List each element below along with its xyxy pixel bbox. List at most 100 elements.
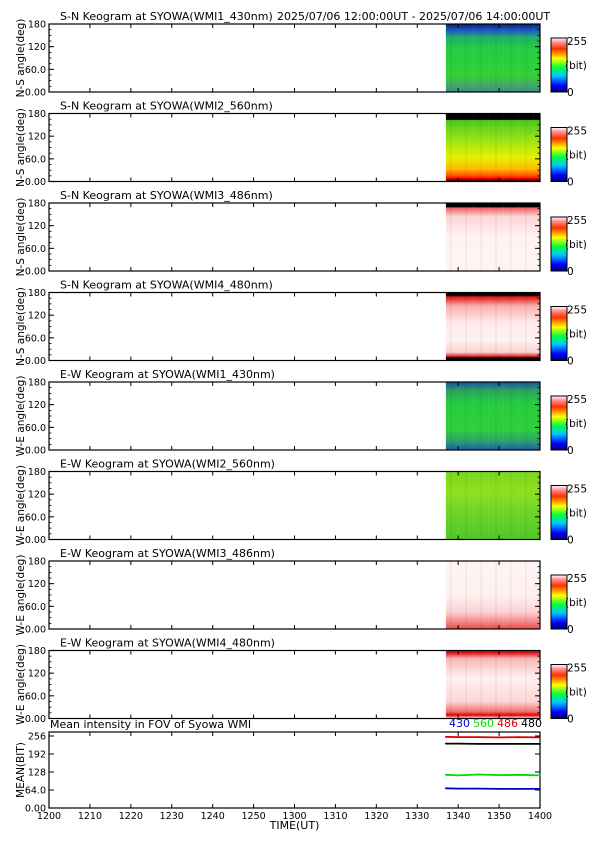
y-tick-label: 60.0 xyxy=(25,333,46,344)
colorbar xyxy=(550,574,568,630)
keogram-streak xyxy=(517,382,519,450)
keogram-streak xyxy=(532,561,534,629)
keogram-streak xyxy=(495,561,497,629)
keogram-streak xyxy=(487,561,489,629)
colorbar-unit-label: (bit) xyxy=(565,150,587,162)
keogram-streak xyxy=(465,203,467,271)
keogram-streak xyxy=(510,382,512,450)
keogram-streak xyxy=(532,472,534,540)
panel-title: E-W Keogram at SYOWA(WMI2_560nm) xyxy=(60,458,275,471)
y-axis-label: N-S angle(deg) xyxy=(15,19,27,98)
x-tick-label: 1310 xyxy=(323,811,347,822)
y-tick-label: 0.00 xyxy=(25,267,46,278)
keogram-streak xyxy=(457,114,459,182)
keogram-streak xyxy=(525,114,527,182)
colorbar-max-label: 255 xyxy=(567,36,587,48)
series-point-560 xyxy=(518,773,521,776)
keogram-streak xyxy=(465,472,467,540)
keogram-streak xyxy=(480,651,482,719)
y-tick-label: 0.00 xyxy=(25,535,46,546)
keogram-streak xyxy=(450,472,452,540)
y-tick-label: 120 xyxy=(28,669,46,680)
keogram-streak xyxy=(495,203,497,271)
y-tick-label: 120 xyxy=(28,311,46,322)
x-tick-label: 1210 xyxy=(78,811,102,822)
colorbar-min-label: 0 xyxy=(567,624,574,636)
keogram-streak xyxy=(517,293,519,361)
colorbar-unit-label: (bit) xyxy=(565,687,587,699)
keogram-streak xyxy=(532,651,534,719)
legend-label-560: 560 xyxy=(473,717,494,730)
series-point-486 xyxy=(518,736,521,739)
y-tick-label: 60.0 xyxy=(25,691,46,702)
keogram-streak xyxy=(502,293,504,361)
y-tick-label: 0.00 xyxy=(25,804,46,815)
colorbar-unit-label: (bit) xyxy=(565,508,587,520)
colorbar-unit-label: (bit) xyxy=(565,418,587,430)
colorbar-max-label: 255 xyxy=(567,394,587,406)
y-tick-label: 120 xyxy=(28,132,46,143)
colorbar-unit-label: (bit) xyxy=(565,329,587,341)
series-point-430 xyxy=(498,787,500,790)
keogram-streak xyxy=(495,472,497,540)
y-tick-label: 60.0 xyxy=(25,602,46,613)
series-point-430 xyxy=(444,787,447,790)
keogram-streak xyxy=(472,472,474,540)
y-tick-label: 180 xyxy=(28,199,46,210)
keogram-streak xyxy=(517,114,519,182)
y-tick-label: 180 xyxy=(28,288,46,299)
y-tick-label: 60.0 xyxy=(25,244,46,255)
keogram-streak xyxy=(457,472,459,540)
keogram-streak xyxy=(525,561,527,629)
colorbar xyxy=(550,664,568,719)
keogram-streak xyxy=(487,203,489,271)
keogram-streak xyxy=(502,114,504,182)
keogram-streak xyxy=(532,24,534,92)
series-point-480 xyxy=(457,742,460,745)
keogram-streak xyxy=(457,561,459,629)
y-axis-label: W-E angle(deg) xyxy=(15,376,27,457)
keogram-panels: S-N Keogram at SYOWA(WMI1_430nm) 0.00 60.0… xyxy=(15,10,587,726)
colorbar-max-label: 255 xyxy=(567,126,587,138)
keogram-streak xyxy=(472,651,474,719)
keogram-streak xyxy=(472,382,474,450)
keogram-panel: S-N Keogram at SYOWA(WMI4_480nm) 0.00 60.0… xyxy=(15,279,587,368)
series-point-486 xyxy=(477,736,480,739)
colorbar-max-label: 255 xyxy=(567,573,587,585)
colorbar-min-label: 0 xyxy=(567,714,574,726)
x-tick-label: 1300 xyxy=(282,811,306,822)
keogram-streak xyxy=(457,203,459,271)
keogram-streak xyxy=(457,293,459,361)
y-tick-label: 120 xyxy=(28,221,46,232)
series-point-560 xyxy=(477,773,480,776)
series-point-430 xyxy=(518,787,521,790)
series-point-486 xyxy=(457,736,460,739)
series-line-560 xyxy=(445,773,541,777)
keogram-data xyxy=(445,650,540,719)
y-tick-label: 0.00 xyxy=(25,446,46,457)
y-tick-label: 180 xyxy=(28,646,46,657)
keogram-streak xyxy=(487,114,489,182)
keogram-data xyxy=(445,24,540,92)
y-axis-label: W-E angle(deg) xyxy=(15,644,27,725)
keogram-streak xyxy=(457,651,459,719)
keogram-streak xyxy=(472,561,474,629)
colorbar-min-label: 0 xyxy=(567,356,574,368)
x-tick-label: 1230 xyxy=(160,811,184,822)
keogram-streak xyxy=(487,24,489,92)
series-point-560 xyxy=(539,774,541,777)
series-point-560 xyxy=(457,774,460,777)
keogram-streak xyxy=(472,24,474,92)
colorbar-max-label: 255 xyxy=(567,663,587,675)
keogram-streak xyxy=(525,24,527,92)
panel-title: S-N Keogram at SYOWA(WMI2_560nm) xyxy=(60,100,273,113)
keogram-streak xyxy=(487,293,489,361)
y-tick-label: 180 xyxy=(28,378,46,389)
colorbar xyxy=(550,37,568,93)
keogram-streak xyxy=(525,472,527,540)
keogram-streak xyxy=(457,24,459,92)
y-tick-label: 0.00 xyxy=(25,625,46,636)
keogram-panel: S-N Keogram at SYOWA(WMI1_430nm) 0.00 60.0… xyxy=(15,10,587,99)
colorbar-unit-label: (bit) xyxy=(565,239,587,251)
